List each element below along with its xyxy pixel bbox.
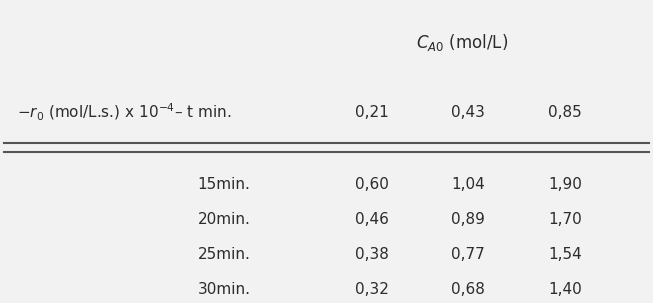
Text: 1,70: 1,70 [548,212,582,227]
Text: 0,85: 0,85 [548,105,582,120]
Text: 20min.: 20min. [198,212,251,227]
Text: $C_{A0}$ (mol/L): $C_{A0}$ (mol/L) [416,32,508,53]
Text: 25min.: 25min. [198,247,251,262]
Text: 0,68: 0,68 [451,282,485,297]
Text: 0,32: 0,32 [355,282,389,297]
Text: $-r_0$ (mol/L.s.) x $10^{-4}$– t min.: $-r_0$ (mol/L.s.) x $10^{-4}$– t min. [17,102,232,123]
Text: 0,38: 0,38 [355,247,389,262]
Text: 0,43: 0,43 [451,105,485,120]
Text: 0,21: 0,21 [355,105,389,120]
Text: 0,46: 0,46 [355,212,389,227]
Text: 30min.: 30min. [198,282,251,297]
Text: 0,89: 0,89 [451,212,485,227]
Text: 0,77: 0,77 [451,247,485,262]
Text: 1,04: 1,04 [451,177,485,192]
Text: 1,40: 1,40 [548,282,582,297]
Text: 15min.: 15min. [198,177,251,192]
Text: 1,90: 1,90 [548,177,582,192]
Text: 0,60: 0,60 [355,177,389,192]
Text: 1,54: 1,54 [548,247,582,262]
